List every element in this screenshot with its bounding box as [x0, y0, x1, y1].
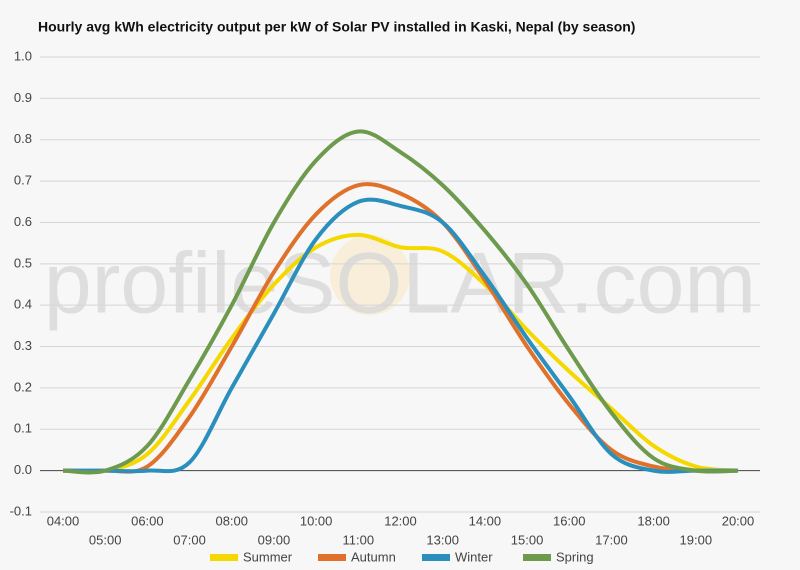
- y-tick-label: -0.1: [10, 503, 32, 518]
- x-tick-label: 20:00: [722, 513, 755, 528]
- x-tick-label: 13:00: [426, 532, 459, 547]
- x-tick-label: 15:00: [511, 532, 544, 547]
- legend-swatch: [523, 554, 551, 561]
- x-tick-label: 06:00: [131, 513, 164, 528]
- y-tick-label: 0.7: [14, 173, 32, 188]
- x-tick-label: 12:00: [384, 513, 417, 528]
- series-line: [62, 182, 739, 474]
- legend-label: Summer: [243, 549, 293, 564]
- y-tick-label: 0.3: [14, 338, 32, 353]
- x-tick-label: 05:00: [89, 532, 122, 547]
- x-tick-label: 10:00: [300, 513, 333, 528]
- x-tick-label: 17:00: [595, 532, 628, 547]
- x-tick-label: 16:00: [553, 513, 586, 528]
- x-tick-label: 07:00: [173, 532, 206, 547]
- y-tick-label: 0.5: [14, 255, 32, 270]
- legend-swatch: [422, 554, 450, 561]
- y-tick-label: 0.6: [14, 214, 32, 229]
- x-tick-label: 11:00: [343, 532, 375, 547]
- legend-label: Winter: [455, 549, 493, 564]
- legend-swatch: [318, 554, 346, 561]
- series-line: [62, 232, 739, 474]
- chart-title: Hourly avg kWh electricity output per kW…: [38, 19, 635, 35]
- x-tick-label: 09:00: [258, 532, 291, 547]
- x-tick-label: 14:00: [469, 513, 502, 528]
- series-line: [62, 197, 738, 474]
- y-tick-label: 0.4: [14, 297, 32, 312]
- legend-swatch: [210, 554, 238, 561]
- watermark-sun: [330, 235, 410, 315]
- watermark: profileSOLAR.com: [44, 236, 756, 332]
- y-tick-label: 0.1: [14, 421, 32, 436]
- x-tick-label: 19:00: [680, 532, 713, 547]
- legend-label: Autumn: [351, 549, 396, 564]
- y-tick-label: 0.0: [14, 462, 32, 477]
- y-tick-label: 1.0: [14, 48, 32, 63]
- legend-label: Spring: [556, 549, 594, 564]
- x-tick-label: 18:00: [637, 513, 670, 528]
- y-tick-label: 0.9: [14, 90, 32, 105]
- series-line: [62, 129, 739, 475]
- x-tick-label: 04:00: [47, 513, 80, 528]
- y-tick-label: 0.2: [14, 379, 32, 394]
- x-tick-label: 08:00: [215, 513, 248, 528]
- y-tick-label: 0.8: [14, 131, 32, 146]
